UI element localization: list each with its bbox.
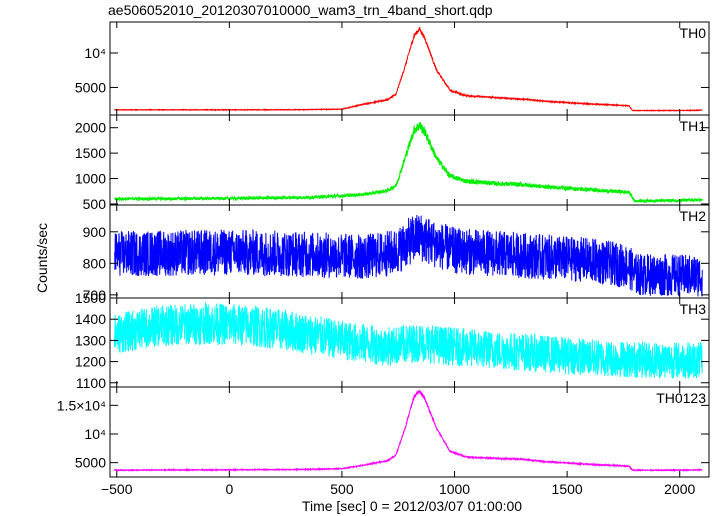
y-tick-label: 800 <box>83 255 107 271</box>
y-tick-label: 1.5×10⁴ <box>57 397 106 413</box>
series-line-th1 <box>114 122 703 204</box>
x-tick-label: 500 <box>330 481 354 497</box>
y-tick-label: 900 <box>83 224 107 240</box>
x-tick-label: 2000 <box>664 481 695 497</box>
y-tick-label: 5000 <box>75 79 106 95</box>
y-tick-label: 700 <box>83 287 107 303</box>
y-tick-label: 2000 <box>75 120 106 136</box>
x-tick-label: 0 <box>225 481 233 497</box>
y-tick-label: 1300 <box>75 332 106 348</box>
panel-frame-th0 <box>109 21 710 116</box>
panel-label-th2: TH2 <box>680 208 707 224</box>
series-line-th3 <box>114 302 703 379</box>
chart-title: ae506052010_20120307010000_wam3_trn_4ban… <box>108 2 493 18</box>
y-tick-label: 5000 <box>75 455 106 471</box>
y-tick-label: 1100 <box>76 375 106 391</box>
y-tick-label: 1500 <box>75 290 106 306</box>
y-tick-label: 500 <box>83 196 107 212</box>
series-line-th0 <box>114 27 703 112</box>
series-line-th0123 <box>114 389 703 473</box>
panel-frame-th0123 <box>109 386 710 478</box>
series-line-th2 <box>114 214 703 297</box>
x-tick-label: 1500 <box>552 481 583 497</box>
panel-label-th0123: TH0123 <box>656 390 706 406</box>
y-tick-label: 10⁴ <box>84 45 106 61</box>
x-tick-label: 1000 <box>439 481 470 497</box>
y-tick-label: 1400 <box>75 311 106 327</box>
y-tick-label: 1200 <box>75 354 106 370</box>
y-tick-label: 10⁴ <box>84 426 106 442</box>
panel-label-th1: TH1 <box>680 118 707 134</box>
panel-label-th0: TH0 <box>680 25 707 41</box>
panel-label-th3: TH3 <box>680 301 707 317</box>
y-tick-label: 1000 <box>75 171 106 187</box>
y-tick-label: 1500 <box>75 145 106 161</box>
x-tick-label: −500 <box>101 481 133 497</box>
x-axis-label: Time [sec] 0 = 2012/03/07 01:00:00 <box>301 498 523 514</box>
